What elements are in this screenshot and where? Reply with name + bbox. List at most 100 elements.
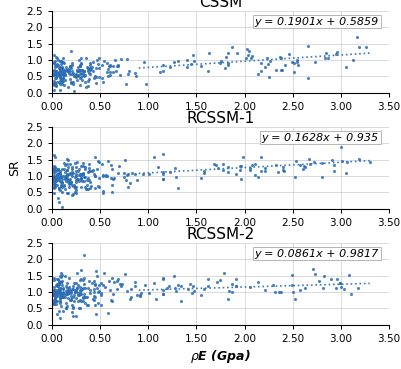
Point [225,61,231,66]
Point [229,289,235,295]
Point [56,170,63,176]
Point [122,157,128,163]
Point [100,173,106,179]
Point [69,191,76,197]
Point [336,280,343,286]
Point [86,71,93,77]
Point [338,284,344,290]
Point [76,305,82,311]
Point [53,168,59,174]
Point [51,177,57,183]
Point [246,48,253,54]
Point [155,164,161,170]
Point [58,173,65,179]
Point [57,64,63,70]
Point [51,301,57,307]
Point [61,72,68,78]
Point [67,76,73,82]
Point [54,276,61,282]
Point [93,80,100,86]
Point [103,173,109,179]
Point [63,174,69,180]
Point [59,290,66,296]
Point [97,290,104,296]
Point [225,169,231,175]
Point [57,67,63,73]
Point [67,79,74,85]
Point [267,58,273,64]
Point [59,79,65,85]
Point [63,174,69,180]
Point [95,62,101,68]
Point [73,176,79,182]
Point [73,164,80,170]
Point [75,292,81,298]
Point [57,298,63,304]
Point [62,294,68,300]
Point [78,74,85,80]
Text: y = 0.1901x + 0.5859: y = 0.1901x + 0.5859 [255,17,379,27]
Point [77,71,83,77]
Point [59,184,66,190]
Point [51,290,57,296]
Point [100,79,107,85]
Point [86,165,92,171]
Point [61,83,67,89]
Point [325,55,332,61]
Point [66,177,73,183]
Point [51,65,58,70]
Point [56,286,62,292]
Point [248,55,255,61]
Point [56,279,62,284]
Point [211,161,217,167]
Point [51,179,57,184]
Point [81,291,88,297]
Point [222,65,228,70]
Point [99,282,106,287]
Point [51,301,57,307]
Point [52,178,58,184]
Point [84,66,91,72]
Point [51,82,57,87]
Point [53,176,59,182]
Point [57,71,63,77]
Point [51,287,57,293]
Point [59,272,65,278]
Point [61,166,67,172]
Point [92,184,99,190]
Point [115,276,121,282]
Point [69,192,75,198]
Point [74,285,80,291]
Point [171,165,178,170]
Point [59,65,66,70]
Point [70,170,76,176]
Point [57,286,63,292]
Point [64,190,70,196]
Point [75,282,81,288]
Point [81,174,87,180]
Point [51,80,57,86]
Point [249,53,255,59]
Point [54,172,61,178]
Point [225,62,231,68]
Point [81,68,87,74]
Point [59,277,65,283]
Point [108,297,114,303]
Point [52,296,58,301]
Point [73,179,79,184]
Point [62,173,68,179]
Point [85,79,91,85]
Point [63,303,70,308]
Point [75,176,82,182]
Point [78,70,85,76]
Point [65,179,71,184]
Point [55,276,61,282]
Point [146,172,153,177]
Point [80,277,87,283]
Point [95,74,102,80]
Point [76,172,83,177]
Point [51,68,58,74]
Point [255,279,261,285]
Point [59,76,65,82]
Point [81,73,87,79]
